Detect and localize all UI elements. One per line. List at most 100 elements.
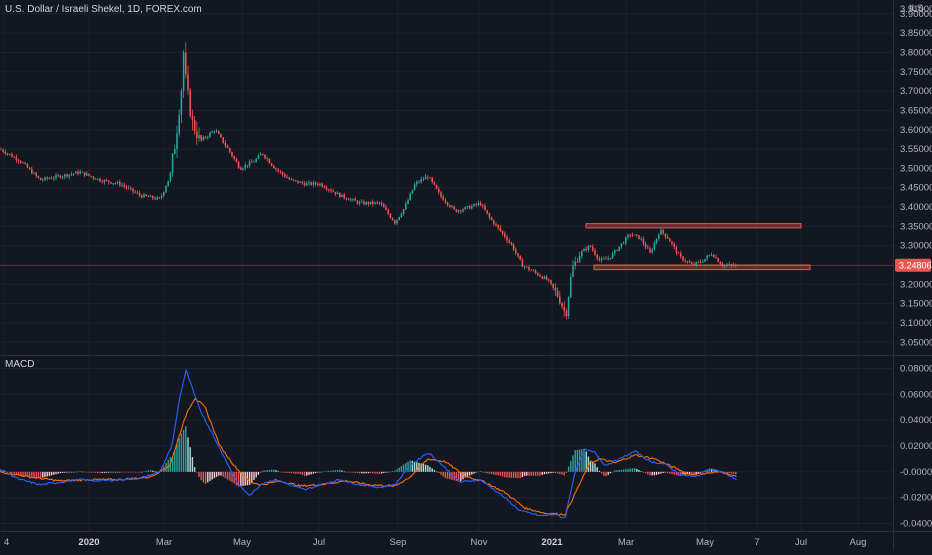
histogram-bar (35, 471, 37, 478)
histogram-bar (22, 471, 24, 477)
histogram-bar (686, 471, 689, 475)
candle (59, 174, 62, 179)
histogram-bar (376, 471, 378, 474)
candle (24, 161, 26, 165)
currency-label[interactable]: ILS (909, 3, 923, 14)
histogram-bar (534, 471, 537, 476)
time-tick-label: Mar (156, 537, 172, 548)
price-tick-label: 3.40000 (900, 202, 932, 213)
histogram-bar (356, 471, 359, 474)
candle (594, 248, 596, 256)
candle (145, 194, 147, 197)
histogram-bar (378, 471, 381, 474)
histogram-bar (15, 471, 18, 475)
candle (427, 175, 429, 181)
candle (136, 190, 139, 195)
histogram-bar (554, 471, 557, 473)
time-tick-label: 4 (4, 537, 9, 548)
resistance-support-zone[interactable] (585, 223, 802, 229)
histogram-bar (178, 437, 180, 472)
candle (323, 185, 326, 189)
candle (688, 259, 691, 264)
candle (116, 180, 119, 185)
candle (154, 196, 156, 201)
histogram-bar (301, 471, 304, 475)
candle (350, 197, 352, 203)
histogram-bar (475, 471, 477, 473)
candle (589, 245, 592, 248)
histogram-bar (682, 471, 684, 476)
candle (691, 260, 693, 265)
histogram-bar (273, 469, 275, 472)
histogram-bar (649, 471, 651, 476)
histogram-bar (539, 471, 541, 476)
histogram-bar (127, 471, 130, 473)
histogram-bar (592, 462, 594, 472)
candle (684, 257, 686, 264)
histogram-bar (44, 471, 46, 478)
candle (440, 190, 442, 199)
candle (361, 199, 363, 203)
candle (182, 50, 185, 98)
candle (466, 205, 469, 210)
candle (631, 232, 634, 237)
candle (477, 200, 480, 207)
histogram-bar (724, 471, 726, 473)
candle (339, 192, 341, 198)
histogram-bar (413, 461, 416, 472)
candle (35, 171, 37, 179)
candle (209, 131, 211, 139)
candle (563, 301, 565, 317)
histogram-bar (55, 471, 57, 475)
candle (158, 196, 161, 200)
candle (526, 266, 528, 268)
histogram-bar (66, 471, 68, 473)
candle (400, 212, 403, 219)
candle (270, 162, 273, 167)
candle (583, 247, 585, 252)
candle (611, 251, 614, 259)
histogram-bar (655, 471, 658, 475)
candle (658, 233, 660, 241)
resistance-support-zone[interactable] (593, 264, 811, 271)
candle (88, 173, 90, 177)
candle (378, 201, 381, 206)
histogram-bar (235, 471, 238, 486)
histogram-bar (442, 471, 444, 477)
histogram-bar (730, 471, 733, 474)
histogram-bar (625, 469, 627, 472)
histogram-bar (328, 470, 330, 472)
histogram-bar (72, 471, 75, 473)
candle (75, 170, 77, 174)
candle (55, 172, 57, 181)
histogram-bar (361, 471, 363, 474)
histogram-bar (94, 471, 97, 473)
candle (15, 154, 18, 163)
candle (50, 176, 53, 180)
candle (156, 195, 158, 201)
histogram-bar (429, 466, 431, 472)
histogram-bar (86, 471, 88, 473)
macd-lines (0, 368, 737, 519)
histogram-bar (264, 470, 266, 472)
candle-layer (0, 42, 737, 320)
histogram-bar (570, 460, 572, 472)
histogram-bar (695, 471, 697, 475)
histogram-bar (369, 471, 372, 474)
candle (651, 247, 653, 255)
candle (0, 147, 2, 151)
histogram-bar (112, 471, 114, 473)
candle (686, 260, 689, 264)
histogram-bar (317, 471, 319, 473)
candle (343, 192, 345, 200)
time-tick-label: Nov (471, 537, 488, 548)
histogram-bar (499, 471, 502, 476)
candle (605, 255, 607, 260)
candle (402, 208, 405, 216)
histogram-bar (136, 471, 139, 473)
candle (484, 203, 486, 211)
candle (314, 181, 317, 187)
candle (224, 140, 227, 149)
